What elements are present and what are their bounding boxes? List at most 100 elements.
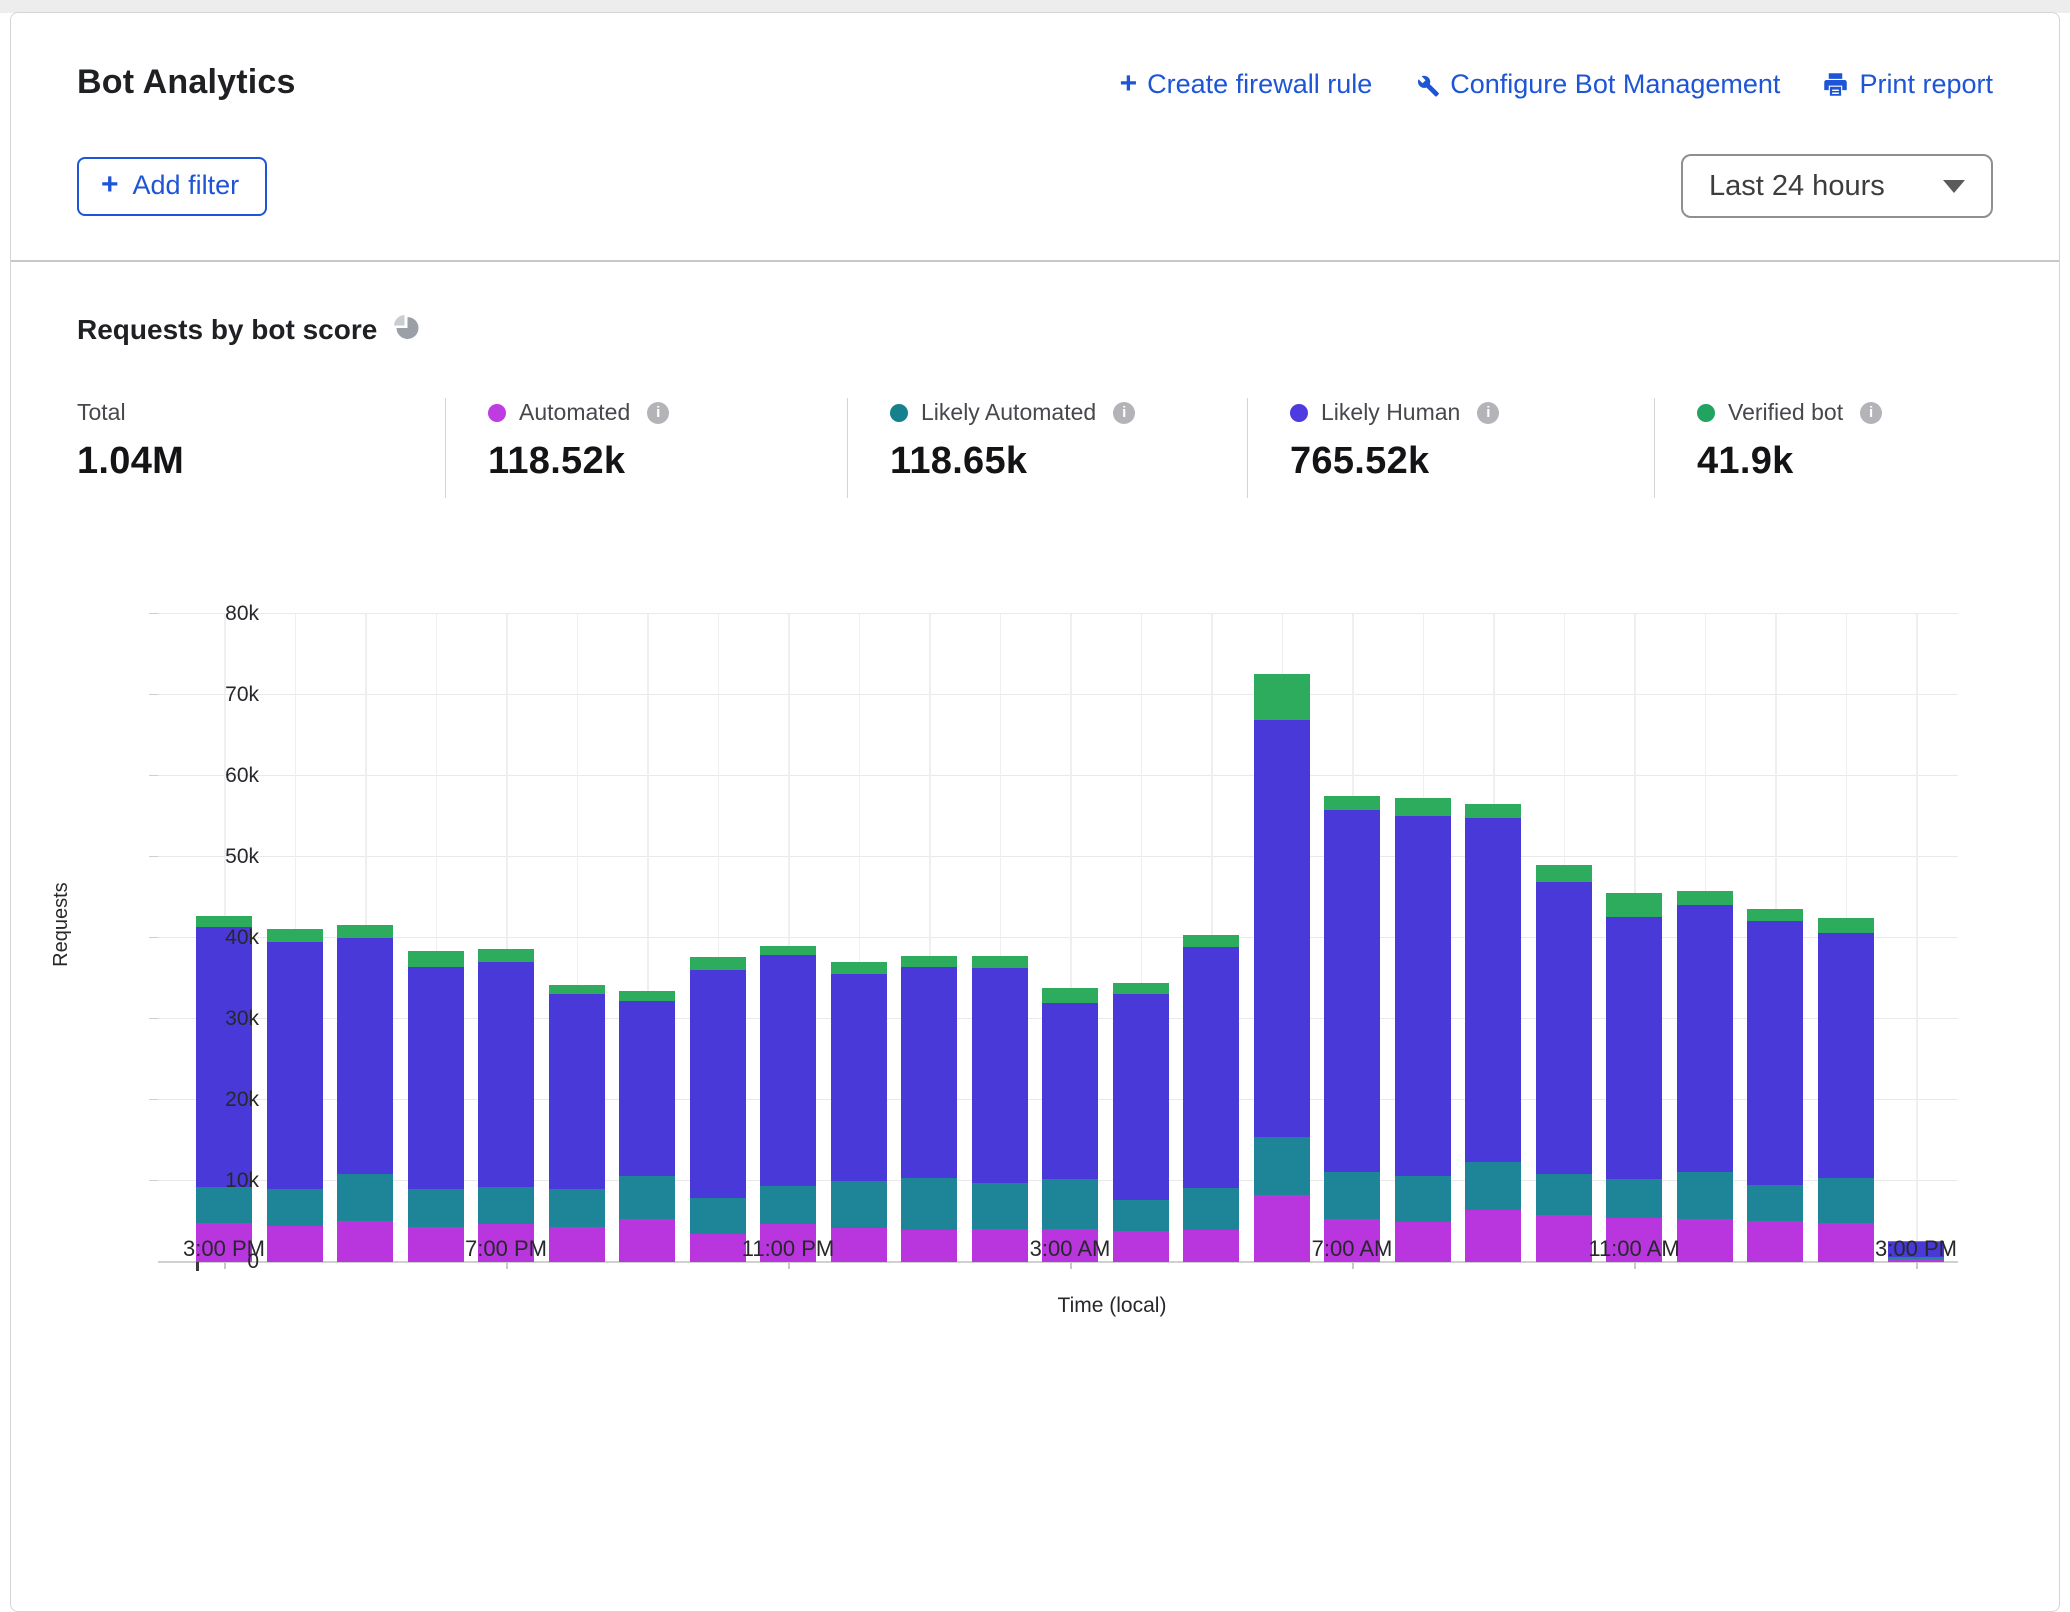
bar-segment-likely-human[interactable] (1042, 1003, 1098, 1179)
bar-segment-likely-automated[interactable] (337, 1174, 393, 1221)
bar-segment-likely-human[interactable] (408, 967, 464, 1190)
bar-segment-verified-bot[interactable] (972, 956, 1028, 968)
bar-hour-18[interactable] (1465, 804, 1521, 1262)
bar-segment-verified-bot[interactable] (760, 946, 816, 956)
bar-segment-verified-bot[interactable] (1747, 909, 1803, 921)
bar-hour-9[interactable] (831, 962, 887, 1262)
bar-segment-automated[interactable] (1113, 1231, 1169, 1262)
bar-segment-likely-automated[interactable] (1183, 1188, 1239, 1230)
bar-segment-likely-automated[interactable] (1818, 1178, 1874, 1223)
bar-hour-17[interactable] (1395, 798, 1451, 1261)
bar-segment-likely-human[interactable] (337, 938, 393, 1175)
bar-segment-verified-bot[interactable] (1113, 983, 1169, 994)
bar-segment-automated[interactable] (972, 1229, 1028, 1261)
bar-segment-verified-bot[interactable] (1324, 796, 1380, 811)
bar-segment-likely-human[interactable] (690, 970, 746, 1198)
bar-segment-likely-human[interactable] (760, 955, 816, 1186)
bar-segment-automated[interactable] (267, 1226, 323, 1262)
bar-segment-automated[interactable] (1536, 1215, 1592, 1261)
header-action-configure-bot-management[interactable]: Configure Bot Management (1414, 69, 1780, 100)
bar-segment-verified-bot[interactable] (831, 962, 887, 974)
bar-hour-10[interactable] (901, 956, 957, 1261)
bar-segment-likely-automated[interactable] (1324, 1172, 1380, 1219)
info-icon[interactable]: i (1477, 402, 1499, 424)
bar-segment-likely-human[interactable] (1395, 816, 1451, 1176)
bar-segment-likely-automated[interactable] (549, 1189, 605, 1227)
bar-segment-automated[interactable] (408, 1227, 464, 1261)
bar-segment-likely-human[interactable] (1536, 882, 1592, 1174)
bar-hour-11[interactable] (972, 956, 1028, 1261)
header-action-print-report[interactable]: Print report (1822, 69, 1993, 100)
bar-segment-likely-human[interactable] (1747, 921, 1803, 1185)
bar-segment-verified-bot[interactable] (1254, 674, 1310, 720)
bar-hour-3[interactable] (408, 951, 464, 1261)
bar-hour-4[interactable] (478, 949, 534, 1262)
bar-segment-automated[interactable] (337, 1221, 393, 1262)
bar-segment-automated[interactable] (831, 1228, 887, 1261)
bar-segment-verified-bot[interactable] (901, 956, 957, 967)
bar-segment-likely-automated[interactable] (760, 1186, 816, 1224)
info-icon[interactable]: i (647, 402, 669, 424)
bar-segment-likely-automated[interactable] (1042, 1179, 1098, 1229)
bar-segment-likely-automated[interactable] (408, 1189, 464, 1227)
bar-hour-19[interactable] (1536, 865, 1592, 1261)
bar-segment-verified-bot[interactable] (690, 957, 746, 970)
bar-hour-22[interactable] (1747, 909, 1803, 1261)
bar-segment-likely-human[interactable] (196, 927, 252, 1187)
bar-segment-likely-human[interactable] (1818, 933, 1874, 1178)
bar-segment-likely-human[interactable] (1324, 810, 1380, 1172)
bar-segment-automated[interactable] (549, 1227, 605, 1262)
bar-segment-likely-automated[interactable] (478, 1187, 534, 1224)
bar-segment-likely-human[interactable] (267, 942, 323, 1190)
bar-hour-7[interactable] (690, 957, 746, 1262)
bar-segment-automated[interactable] (690, 1234, 746, 1262)
bar-segment-automated[interactable] (1818, 1223, 1874, 1262)
bar-segment-likely-automated[interactable] (1747, 1185, 1803, 1221)
bar-segment-likely-automated[interactable] (1395, 1176, 1451, 1222)
info-icon[interactable]: i (1113, 402, 1135, 424)
bar-segment-likely-automated[interactable] (972, 1183, 1028, 1229)
bar-segment-automated[interactable] (1465, 1210, 1521, 1261)
bar-segment-likely-human[interactable] (619, 1001, 675, 1176)
info-icon[interactable]: i (1860, 402, 1882, 424)
bar-segment-likely-automated[interactable] (619, 1176, 675, 1219)
bar-segment-likely-automated[interactable] (831, 1181, 887, 1229)
bar-segment-likely-human[interactable] (1113, 994, 1169, 1200)
bar-segment-automated[interactable] (1677, 1219, 1733, 1262)
bar-segment-likely-human[interactable] (831, 974, 887, 1181)
bar-segment-verified-bot[interactable] (1536, 865, 1592, 881)
bar-segment-verified-bot[interactable] (408, 951, 464, 966)
bar-segment-likely-human[interactable] (549, 994, 605, 1188)
bar-segment-automated[interactable] (901, 1230, 957, 1262)
add-filter-button[interactable]: + Add filter (77, 157, 267, 216)
bar-segment-verified-bot[interactable] (478, 949, 534, 962)
bar-segment-automated[interactable] (1254, 1195, 1310, 1261)
bar-hour-12[interactable] (1042, 988, 1098, 1262)
bar-segment-likely-human[interactable] (478, 962, 534, 1187)
bar-hour-15[interactable] (1254, 674, 1310, 1261)
bar-segment-likely-human[interactable] (1183, 947, 1239, 1188)
bar-segment-likely-human[interactable] (1254, 720, 1310, 1136)
bar-segment-likely-automated[interactable] (901, 1178, 957, 1230)
bar-hour-1[interactable] (267, 929, 323, 1261)
bar-hour-23[interactable] (1818, 918, 1874, 1261)
bar-segment-verified-bot[interactable] (1818, 918, 1874, 933)
bar-hour-13[interactable] (1113, 983, 1169, 1262)
bar-segment-likely-automated[interactable] (1536, 1174, 1592, 1215)
bar-hour-6[interactable] (619, 991, 675, 1262)
bar-hour-20[interactable] (1606, 893, 1662, 1262)
bar-segment-automated[interactable] (619, 1219, 675, 1262)
bar-segment-likely-automated[interactable] (1465, 1162, 1521, 1211)
bar-segment-verified-bot[interactable] (1465, 804, 1521, 819)
bar-segment-likely-human[interactable] (1465, 818, 1521, 1161)
bar-segment-automated[interactable] (1747, 1221, 1803, 1262)
time-range-dropdown[interactable]: Last 24 hours (1681, 154, 1993, 218)
bar-segment-likely-human[interactable] (901, 967, 957, 1178)
bar-segment-verified-bot[interactable] (1183, 935, 1239, 947)
bar-segment-likely-human[interactable] (1606, 917, 1662, 1179)
bar-hour-2[interactable] (337, 925, 393, 1262)
bar-segment-automated[interactable] (1395, 1222, 1451, 1262)
bar-segment-likely-human[interactable] (1677, 905, 1733, 1171)
bar-hour-16[interactable] (1324, 796, 1380, 1262)
bar-segment-verified-bot[interactable] (619, 991, 675, 1001)
